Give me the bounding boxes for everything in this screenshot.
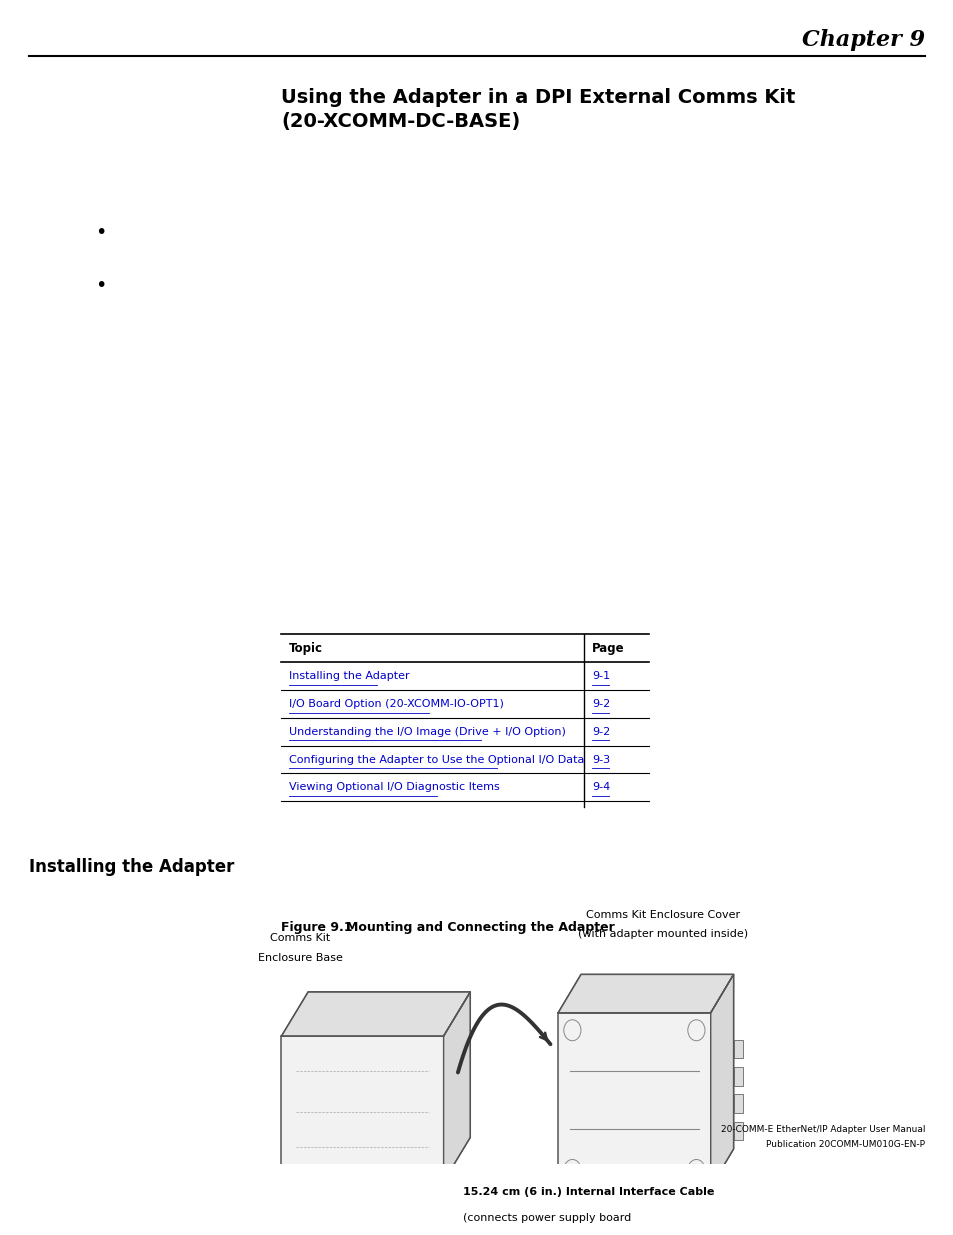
- Text: Using the Adapter in a DPI External Comms Kit: Using the Adapter in a DPI External Comm…: [281, 88, 795, 107]
- Text: Chapter 9: Chapter 9: [801, 28, 924, 51]
- Text: (20-XCOMM-DC-BASE): (20-XCOMM-DC-BASE): [281, 111, 520, 131]
- Text: (with adapter mounted inside): (with adapter mounted inside): [578, 930, 747, 940]
- Text: 15.24 cm (6 in.) Internal Interface Cable: 15.24 cm (6 in.) Internal Interface Cabl…: [462, 1187, 713, 1198]
- Polygon shape: [558, 974, 733, 1013]
- Text: Comms Kit Enclosure Cover: Comms Kit Enclosure Cover: [585, 910, 740, 920]
- Text: Comms Kit: Comms Kit: [270, 932, 331, 944]
- Bar: [348, 1182, 365, 1197]
- Text: Enclosure Base: Enclosure Base: [258, 952, 342, 963]
- Text: 9-1: 9-1: [592, 671, 610, 682]
- Text: Configuring the Adapter to Use the Optional I/O Data: Configuring the Adapter to Use the Optio…: [289, 755, 584, 764]
- Text: Mounting and Connecting the Adapter: Mounting and Connecting the Adapter: [346, 921, 615, 935]
- Text: Page: Page: [592, 642, 624, 655]
- Bar: [405, 1182, 434, 1203]
- Polygon shape: [443, 992, 470, 1182]
- Bar: [281, 1036, 443, 1182]
- Text: (connects power supply board: (connects power supply board: [462, 1213, 630, 1223]
- Text: 20-COMM-E EtherNet/IP Adapter User Manual: 20-COMM-E EtherNet/IP Adapter User Manua…: [720, 1125, 924, 1134]
- Bar: [733, 1094, 742, 1113]
- Bar: [405, 1182, 422, 1197]
- Bar: [291, 1182, 319, 1203]
- Text: I/O Board Option (20-XCOMM-IO-OPT1): I/O Board Option (20-XCOMM-IO-OPT1): [289, 699, 503, 709]
- Text: Figure 9.1: Figure 9.1: [281, 921, 353, 935]
- Polygon shape: [710, 974, 733, 1187]
- Text: Viewing Optional I/O Diagnostic Items: Viewing Optional I/O Diagnostic Items: [289, 782, 499, 793]
- Polygon shape: [281, 992, 470, 1036]
- Text: Publication 20COMM-UM010G-EN-P: Publication 20COMM-UM010G-EN-P: [765, 1140, 924, 1149]
- Text: •: •: [95, 275, 107, 295]
- Text: 9-4: 9-4: [592, 782, 610, 793]
- Bar: [733, 1040, 742, 1058]
- Text: Topic: Topic: [289, 642, 323, 655]
- Bar: [733, 1121, 742, 1140]
- Bar: [376, 1182, 394, 1197]
- Text: Installing the Adapter: Installing the Adapter: [29, 858, 233, 877]
- Bar: [733, 1067, 742, 1086]
- Text: 9-2: 9-2: [592, 726, 610, 737]
- Text: Understanding the I/O Image (Drive + I/O Option): Understanding the I/O Image (Drive + I/O…: [289, 726, 565, 737]
- Text: Installing the Adapter: Installing the Adapter: [289, 671, 409, 682]
- Text: 9-2: 9-2: [592, 699, 610, 709]
- Bar: [558, 1013, 710, 1187]
- Text: 9-3: 9-3: [592, 755, 610, 764]
- Bar: [319, 1182, 336, 1197]
- Text: •: •: [95, 224, 107, 242]
